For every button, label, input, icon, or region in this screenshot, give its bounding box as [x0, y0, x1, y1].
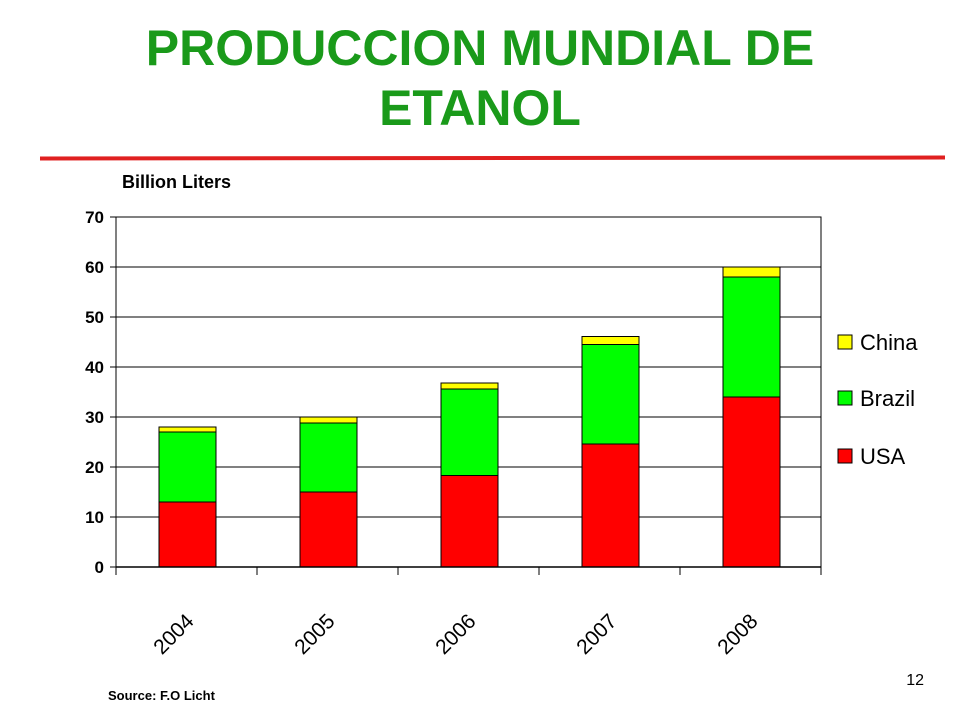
y-tick-label: 30 — [85, 408, 104, 427]
legend-swatch-brazil — [837, 390, 853, 406]
bar-china-2004 — [158, 426, 217, 433]
bar-brazil-2004 — [158, 431, 217, 503]
legend-swatch-usa — [837, 448, 853, 464]
chart-bars — [158, 266, 781, 568]
y-tick-label: 60 — [85, 258, 104, 277]
bar-brazil-2007 — [581, 344, 640, 445]
y-tick-label: 10 — [85, 508, 104, 527]
bar-china-2005 — [299, 416, 358, 424]
y-tick-label: 20 — [85, 458, 104, 477]
bar-brazil-2008 — [722, 276, 781, 398]
x-category-label: 2006 — [431, 610, 480, 659]
page-title: PRODUCCION MUNDIAL DE ETANOL — [145, 20, 815, 136]
chart-legend: China Brazil USA — [837, 330, 918, 469]
y-tick-label: 50 — [85, 308, 104, 327]
y-tick-label: 70 — [85, 208, 104, 227]
legend-label-usa: USA — [860, 444, 906, 469]
legend-label-brazil: Brazil — [860, 386, 915, 411]
bar-usa-2007 — [581, 443, 640, 568]
x-category-label: 2008 — [713, 610, 762, 659]
page-number: 12 — [906, 672, 924, 689]
bar-china-2006 — [440, 382, 499, 390]
y-axis-unit-label: Billion Liters — [122, 172, 232, 192]
x-category-label: 2004 — [149, 610, 199, 660]
bar-china-2007 — [581, 336, 640, 345]
source-note: Source: F.O Licht — [108, 688, 215, 703]
y-tick-label: 40 — [85, 358, 104, 377]
legend-label-china: China — [860, 330, 918, 355]
x-category-label: 2007 — [572, 610, 621, 659]
bar-china-2008 — [722, 266, 781, 278]
bar-brazil-2005 — [299, 422, 358, 493]
bar-usa-2005 — [299, 491, 358, 568]
legend-swatch-china — [837, 334, 853, 350]
bar-usa-2004 — [158, 501, 217, 568]
bar-brazil-2006 — [440, 388, 499, 476]
y-tick-label: 0 — [95, 558, 104, 577]
bar-usa-2008 — [722, 396, 781, 568]
bar-usa-2006 — [440, 475, 499, 568]
x-category-label: 2005 — [290, 610, 339, 659]
